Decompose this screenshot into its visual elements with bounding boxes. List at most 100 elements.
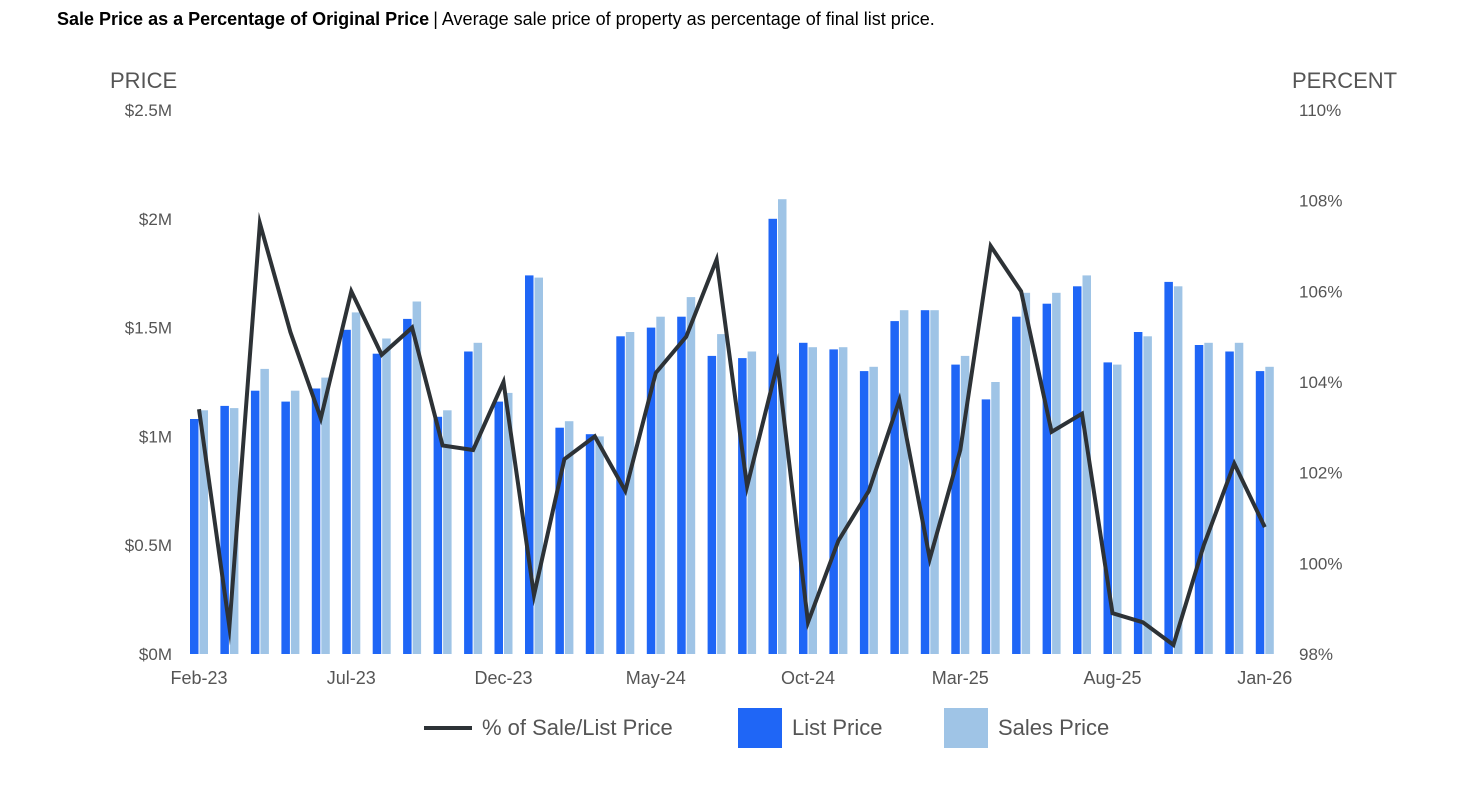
x-tick-label: Dec-23 [474,668,532,688]
legend-item-percent: % of Sale/List Price [424,708,673,748]
legend-label-percent: % of Sale/List Price [482,715,673,740]
percent-series-line [197,211,1267,649]
legend-label-sales: Sales Price [998,715,1110,740]
left-tick-label: $1M [139,427,172,446]
list-price-bar [585,434,595,654]
list-price-bar [859,371,869,654]
list-price-bar [220,405,229,654]
legend-item-sales: Sales Price [944,708,1109,748]
list-price-bar [829,349,838,654]
right-tick-label: 100% [1299,554,1342,573]
chart-header: Sale Price as a Percentage of Original P… [57,9,935,30]
right-tick-label: 104% [1299,373,1342,392]
x-tick-label: Aug-25 [1083,668,1141,688]
right-tick-label: 98% [1299,645,1333,664]
bars-layer [190,199,1274,655]
sales-price-bar [1113,364,1122,654]
sales-price-bar [747,351,757,654]
right-tick-label: 102% [1299,464,1342,483]
legend-item-list: List Price [738,708,882,748]
list-price-bar [1225,351,1234,654]
sales-price-bar [534,277,543,654]
sales-price-bar [625,332,635,654]
sales-price-bar [991,382,1000,654]
sales-price-bar [260,368,269,654]
sales-price-bar [1173,286,1183,654]
list-price-bar [525,275,534,654]
list-price-bar [372,353,382,654]
x-tick-label: Jul-23 [327,668,376,688]
right-tick-label: 110% [1299,101,1341,120]
list-price-bar [799,342,808,654]
sales-price-bar [656,316,665,654]
list-price-bar [494,401,503,654]
sales-price-bar [290,390,300,654]
list-price-bar [981,399,991,654]
sales-price-bar [595,436,604,654]
list-price-bar [464,351,473,654]
list-price-bar [1073,286,1082,654]
sales-price-bar [351,312,361,654]
sales-price-bar [930,310,939,654]
right-tick-label: 108% [1299,192,1342,211]
sales-price-bar [1052,292,1061,654]
left-tick-label: $1.5M [125,319,172,338]
sales-price-bar [564,421,574,654]
chart-title: Sale Price as a Percentage of Original P… [57,9,430,29]
list-price-bar [1042,303,1052,654]
list-price-bar [1255,371,1265,654]
title-separator: | [433,9,438,29]
axes-layer: PRICE PERCENT $0M $0.5M $1M $1.5M $2M $2.5M 98% 1… [110,68,1397,688]
list-price-bar [707,355,717,654]
sales-price-bar [869,366,878,654]
sales-price-bar [321,377,330,654]
sales-price-bar [1265,366,1274,654]
list-price-bar [677,316,686,654]
x-tick-label: May-24 [626,668,686,688]
list-price-bar [920,310,930,654]
legend-line-swatch [424,726,472,730]
sales-price-bar [382,338,391,654]
list-price-bar [890,321,899,654]
x-tick-label: Oct-24 [781,668,835,688]
sales-price-bar [412,301,422,654]
right-tick-label: 106% [1299,282,1342,301]
sales-price-bar [1143,336,1152,654]
list-price-bar [311,388,321,654]
x-tick-label: Jan-26 [1237,668,1292,688]
sales-price-bar [717,334,726,654]
list-price-bar [1194,345,1204,654]
left-tick-label: $0M [139,645,172,664]
sales-price-bar [1021,292,1031,654]
left-tick-label: $2M [139,210,172,229]
list-price-bar [951,364,960,654]
right-axis-title: PERCENT [1292,68,1397,93]
legend-label-list: List Price [792,715,883,740]
chart-legend: % of Sale/List Price List Price Sales Pr… [0,708,1478,752]
sales-price-bar [1234,342,1244,654]
sales-price-bar [504,392,513,654]
sales-price-bar [838,347,848,654]
x-tick-label: Feb-23 [170,668,227,688]
list-price-bar [1103,362,1112,654]
sales-price-bar [443,410,452,654]
list-price-bar [433,416,443,654]
list-price-bar [250,390,260,654]
legend-sales-swatch [944,708,988,748]
left-tick-label: $0.5M [125,536,172,555]
list-price-bar [555,427,564,654]
list-price-bar [403,318,412,654]
list-price-bar [1133,332,1143,654]
list-price-bar [342,329,351,654]
sales-price-bar [899,310,909,654]
sales-price-bar [960,355,970,654]
list-price-bar [646,327,656,654]
list-price-bar [738,358,747,654]
legend-list-swatch [738,708,782,748]
list-price-bar [281,401,290,654]
list-price-bar [616,336,625,654]
combo-chart: PRICE PERCENT $0M $0.5M $1M $1.5M $2M $2.5M 98% 1… [110,68,1397,688]
list-price-bar [190,419,199,654]
sales-price-bar [808,347,817,654]
sales-price-bar [1082,275,1091,654]
